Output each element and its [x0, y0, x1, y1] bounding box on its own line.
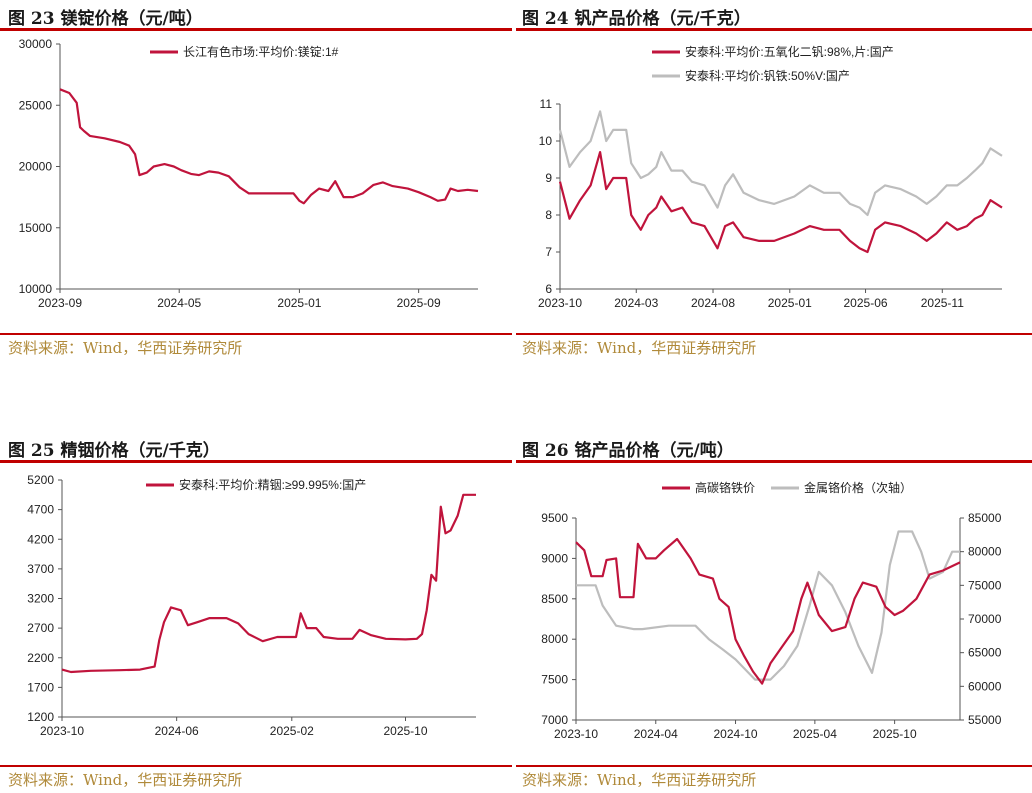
series-line-0	[558, 151, 1003, 254]
source-note: 资料来源：Wind，华西证券研究所	[8, 339, 243, 357]
y2-tick-label: 60000	[968, 679, 1002, 693]
legend-label: 长江有色市场:平均价:镁锭:1#	[183, 44, 339, 59]
y-tick-label: 20000	[19, 160, 53, 174]
x-tick-label: 2023-10	[554, 727, 598, 741]
y-tick-label: 9000	[541, 551, 568, 565]
x-tick-label: 2025-11	[921, 296, 964, 310]
y-tick-label: 11	[540, 97, 553, 111]
y-tick-label: 3200	[27, 592, 54, 606]
panel-title: 图 23 镁锭价格（元/吨）	[8, 9, 203, 29]
x-tick-label: 2024-05	[157, 296, 201, 310]
y-tick-label: 3700	[27, 562, 54, 576]
title-rule	[516, 28, 1032, 31]
y-tick-label: 15000	[19, 221, 53, 235]
x-tick-label: 2025-04	[793, 727, 837, 741]
title-rule	[0, 28, 512, 31]
x-tick-label: 2025-02	[270, 724, 314, 738]
series-line-1	[576, 530, 960, 681]
panel-title: 图 26 铬产品价格（元/吨）	[522, 441, 734, 461]
y-tick-label: 7500	[541, 673, 568, 687]
source-note: 资料来源：Wind，华西证券研究所	[522, 339, 757, 357]
x-tick-label: 2023-10	[40, 724, 84, 738]
chart-chromium: 7000 7500 8000 8500 9000 9500 55000 60000 65000 7…	[541, 480, 1002, 741]
series-line-0	[61, 493, 476, 674]
x-tick-label: 2025-09	[397, 296, 441, 310]
y-tick-label: 8	[545, 208, 552, 222]
legend-label: 高碳铬铁价	[695, 480, 755, 495]
x-tick-label: 2023-10	[538, 296, 582, 310]
chart-vanadium: 6 7 8 9 10 11 2023-10 2024-03 2024-08 2025-01 2025…	[538, 44, 1003, 310]
y-tick-label: 2700	[27, 621, 54, 635]
x-tick-label: 2024-10	[714, 727, 758, 741]
panel-vanadium: 图 24 钒产品价格（元/千克） 6 7 8 9 10 11 2023-10 2024-03 2…	[516, 0, 1032, 360]
y-tick-label: 5200	[27, 473, 54, 487]
series-line-1	[558, 110, 1003, 217]
y2-tick-label: 75000	[968, 578, 1002, 592]
title-rule	[0, 460, 512, 463]
y-tick-label: 7000	[541, 713, 568, 727]
x-tick-label: 2024-06	[155, 724, 199, 738]
y2-tick-label: 70000	[968, 612, 1002, 626]
y2-tick-label: 55000	[968, 713, 1002, 727]
y2-tick-label: 80000	[968, 545, 1002, 559]
y-tick-label: 9	[545, 171, 552, 185]
y-tick-label: 9500	[541, 511, 568, 525]
x-tick-label: 2024-03	[614, 296, 658, 310]
legend-label: 安泰科:平均价:精铟:≥99.995%:国产	[179, 477, 366, 492]
y-tick-label: 30000	[19, 37, 53, 51]
x-tick-label: 2024-04	[634, 727, 678, 741]
source-rule	[516, 765, 1032, 767]
y-tick-label: 1200	[27, 710, 54, 724]
y-tick-label: 4700	[27, 503, 54, 517]
legend-label: 安泰科:平均价:五氧化二钒:98%,片:国产	[685, 44, 894, 59]
panel-title: 图 24 钒产品价格（元/千克）	[522, 9, 751, 29]
x-tick-label: 2025-10	[383, 724, 427, 738]
y-tick-label: 10000	[19, 282, 53, 296]
source-rule	[0, 333, 512, 335]
y2-tick-label: 65000	[968, 646, 1002, 660]
y-tick-label: 1700	[27, 680, 54, 694]
y-tick-label: 10	[539, 134, 553, 148]
legend-label: 金属铬价格（次轴）	[804, 480, 912, 495]
chart-indium: 1200 1700 2200 2700 3200 3700 4200 4700 5200 2023…	[27, 473, 476, 738]
series-line-0	[59, 88, 479, 205]
y-tick-label: 7	[545, 245, 552, 259]
x-tick-label: 2025-01	[277, 296, 321, 310]
y-tick-label: 2200	[27, 651, 54, 665]
panel-title: 图 25 精铟价格（元/千克）	[8, 441, 220, 461]
x-tick-label: 2025-06	[844, 296, 888, 310]
x-tick-label: 2024-08	[691, 296, 735, 310]
y-tick-label: 6	[545, 282, 552, 296]
panel-indium: 图 25 精铟价格（元/千克） 1200 1700 2200 2700 3200 3700…	[0, 432, 512, 793]
source-note: 资料来源：Wind，华西证券研究所	[522, 771, 757, 789]
x-tick-label: 2025-01	[768, 296, 812, 310]
source-note: 资料来源：Wind，华西证券研究所	[8, 771, 243, 789]
y-tick-label: 25000	[19, 98, 53, 112]
y-tick-label: 8000	[541, 632, 568, 646]
x-tick-label: 2025-10	[873, 727, 917, 741]
source-rule	[0, 765, 512, 767]
legend-label: 安泰科:平均价:钒铁:50%V:国产	[685, 68, 850, 83]
y-tick-label: 4200	[27, 532, 54, 546]
source-rule	[516, 333, 1032, 335]
y-tick-label: 8500	[541, 592, 568, 606]
x-tick-label: 2023-09	[38, 296, 82, 310]
panel-magnesium: 图 23 镁锭价格（元/吨） 10000 15000 20000 25000 30000…	[0, 0, 512, 360]
y2-tick-label: 85000	[968, 511, 1002, 525]
title-rule	[516, 460, 1032, 463]
panel-chromium: 图 26 铬产品价格（元/吨） 7000 7500 8000 8500 9000 9500…	[516, 432, 1032, 793]
series-line-0	[575, 537, 961, 685]
chart-magnesium: 10000 15000 20000 25000 30000 2023-09 2024-05 2…	[19, 37, 479, 310]
